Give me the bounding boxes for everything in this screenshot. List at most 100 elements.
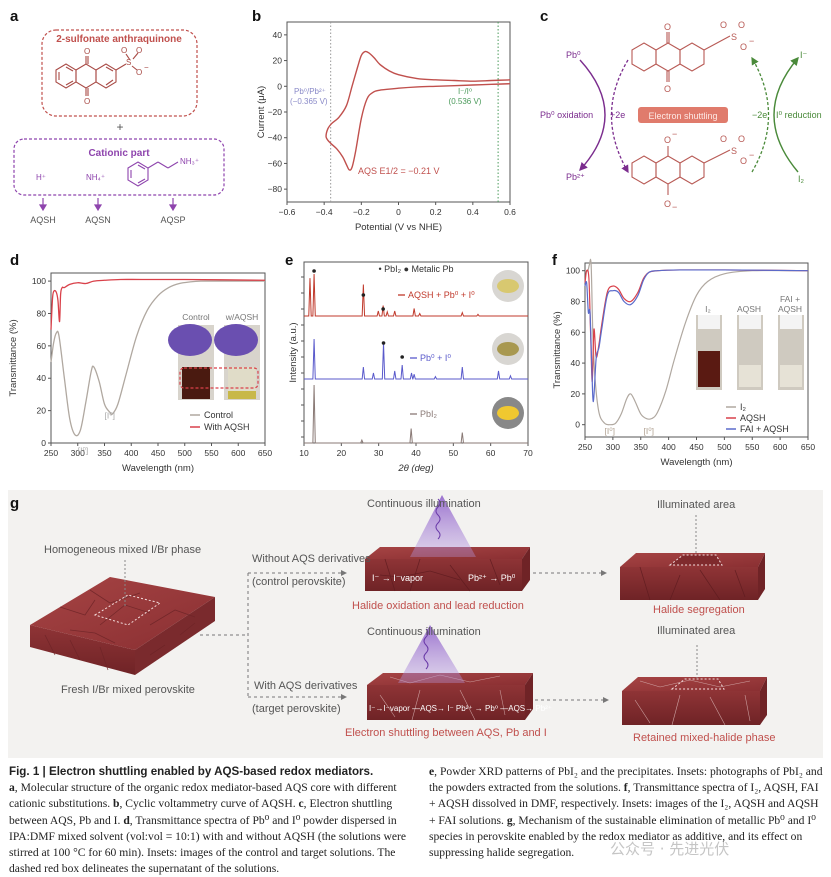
electron-shuttling-result-label: Electron shuttling between AQS, Pb and I	[345, 727, 547, 739]
illumination-beam-top	[410, 495, 476, 557]
svg-text:O: O	[664, 84, 671, 94]
panel-c-shuttling-diagram: O O S O O O − O − O − S O O O − Electron…	[540, 20, 822, 212]
x-tick-label: 400	[124, 448, 138, 458]
caption-text: , Powder XRD patterns of PbI₂ and the pr…	[429, 765, 823, 795]
x-tick-label: 300	[71, 448, 85, 458]
svg-text:O: O	[664, 135, 671, 145]
caption-right: e, Powder XRD patterns of PbI₂ and the p…	[429, 764, 827, 861]
y-tick-label: 100	[566, 266, 580, 276]
panel-d-label: d	[10, 252, 20, 269]
iodine-annotation-value: (0.536 V)	[449, 97, 482, 106]
legend-label: Control	[204, 410, 233, 420]
cation-nh3: NH₃⁺	[180, 157, 199, 166]
anthraquinone-molecule	[55, 52, 139, 96]
y-axis-label: Transmittance (%)	[8, 319, 19, 396]
svg-text:O: O	[84, 97, 90, 106]
series-label: AQSH + Pb⁰ + I⁰	[408, 290, 475, 300]
marker-legend: • PbI₂ ● Metalic Pb	[378, 264, 453, 274]
caption-panel-ref: b	[113, 797, 120, 811]
powder-sample	[497, 342, 519, 356]
svg-text:O: O	[121, 46, 127, 55]
y-tick-label: 60	[571, 327, 581, 337]
chart-f-transmittance: 250 300 350 400 450 500 550 600 650 0 20 40 60 80 100 W…	[552, 258, 815, 468]
svg-text:−: −	[749, 150, 754, 160]
i0-annotation: [I⁰]	[78, 445, 89, 455]
pb-oxidation-label: Pb⁰ oxidation	[540, 110, 593, 120]
i0-annotation: [I⁰]	[644, 426, 655, 436]
fresh-perovskite-label: Fresh I/Br mixed perovskite	[61, 684, 195, 696]
illumination-label-top: Continuous illumination	[367, 498, 481, 510]
series-control	[50, 280, 265, 437]
y-tick-label: 60	[37, 341, 47, 351]
svg-text:O: O	[740, 156, 747, 166]
pb2-label: Pb²⁺	[566, 172, 585, 182]
pb0-label: Pb⁰	[566, 50, 581, 60]
phenethyl-molecule	[127, 161, 179, 187]
powder-sample	[497, 279, 519, 293]
caption-left: Fig. 1 | Electron shuttling enabled by A…	[9, 764, 411, 877]
x-tick-label: 70	[523, 448, 533, 458]
pb-annotation: Pb⁰/Pb²⁺	[294, 87, 326, 96]
legend-label: With AQSH	[204, 422, 250, 432]
x-tick-label: 20	[337, 448, 347, 458]
cation-h: H⁺	[36, 173, 46, 182]
x-tick-label: 0.2	[430, 207, 442, 217]
inset-vial-2	[778, 315, 804, 390]
caption-text: , Cyclic voltammetry curve of AQSH.	[119, 797, 299, 811]
product-aqsn: AQSN	[85, 215, 111, 225]
panel-b-label: b	[252, 8, 262, 25]
y-tick-label: 20	[571, 389, 581, 399]
x-tick-label: 250	[578, 442, 592, 452]
target-equation: I⁻→I⁻vapor —AQS→ I⁻ Pb²⁺ → Pb⁰ —AQS→ Pb²…	[369, 704, 553, 713]
x-axis-label: Wavelength (nm)	[661, 457, 733, 468]
i-minus-label: I⁻	[800, 50, 808, 60]
e-half-annotation: AQS E1/2 = −0.21 V	[358, 166, 440, 176]
y-tick-label: 40	[571, 358, 581, 368]
caption-panel-ref: f	[623, 781, 628, 795]
y-axis-label: Intensity (a.u.)	[288, 322, 299, 382]
y-axis-label: Transmittance (%)	[552, 311, 563, 388]
svg-text:O: O	[738, 20, 745, 30]
svg-text:−: −	[672, 129, 677, 139]
x-tick-label: 400	[662, 442, 676, 452]
y-tick-label: 40	[37, 373, 47, 383]
x-tick-label: 450	[689, 442, 703, 452]
target-perovskite-label: (target perovskite)	[252, 703, 341, 715]
x-tick-label: 600	[231, 448, 245, 458]
caption-left-body: a, Molecular structure of the organic re…	[9, 781, 406, 875]
svg-text:S: S	[731, 146, 737, 156]
y-tick-label: 0	[41, 438, 46, 448]
y-tick-label: 100	[32, 276, 46, 286]
x-tick-label: 650	[258, 448, 272, 458]
peak-marker	[312, 269, 316, 273]
x-axis-label: Potential (V vs NHE)	[355, 222, 442, 233]
inset-aqsh-vial	[214, 324, 260, 400]
i0-reduction-label: I⁰ reduction	[776, 110, 822, 120]
pb-oxidation-arrow	[579, 59, 606, 172]
x-tick-label: 300	[606, 442, 620, 452]
xrd-pattern-0	[304, 273, 528, 317]
fresh-perovskite-block	[30, 560, 215, 675]
caption-panel-ref: c	[298, 797, 304, 811]
x-tick-label: 500	[178, 448, 192, 458]
inset-label-control: Control	[182, 312, 210, 322]
series-i-	[584, 258, 809, 426]
iodine-electron-dashed-arrow	[751, 56, 770, 173]
control-perovskite-label: (control perovskite)	[252, 576, 346, 588]
iodine-annotation: I⁻/I⁰	[458, 87, 472, 96]
illumination-beam-bottom	[398, 625, 465, 683]
i0-annotation: [I⁰]	[605, 426, 616, 436]
svg-text:−: −	[672, 202, 677, 212]
svg-text:O: O	[738, 134, 745, 144]
core-dashed-box	[41, 29, 198, 117]
svg-text:O: O	[136, 68, 142, 77]
plus-2e-label: +2e	[610, 110, 625, 120]
cation-title: Cationic part	[88, 148, 150, 159]
without-aqs-label: Without AQS derivatives	[252, 553, 371, 565]
x-tick-label: 0.4	[467, 207, 479, 217]
y-axis-label: Current (μA)	[256, 86, 267, 138]
x-tick-label: 0	[396, 207, 401, 217]
x-tick-label: 250	[44, 448, 58, 458]
y-tick-label: 0	[277, 81, 282, 91]
powder-sample	[497, 406, 519, 420]
